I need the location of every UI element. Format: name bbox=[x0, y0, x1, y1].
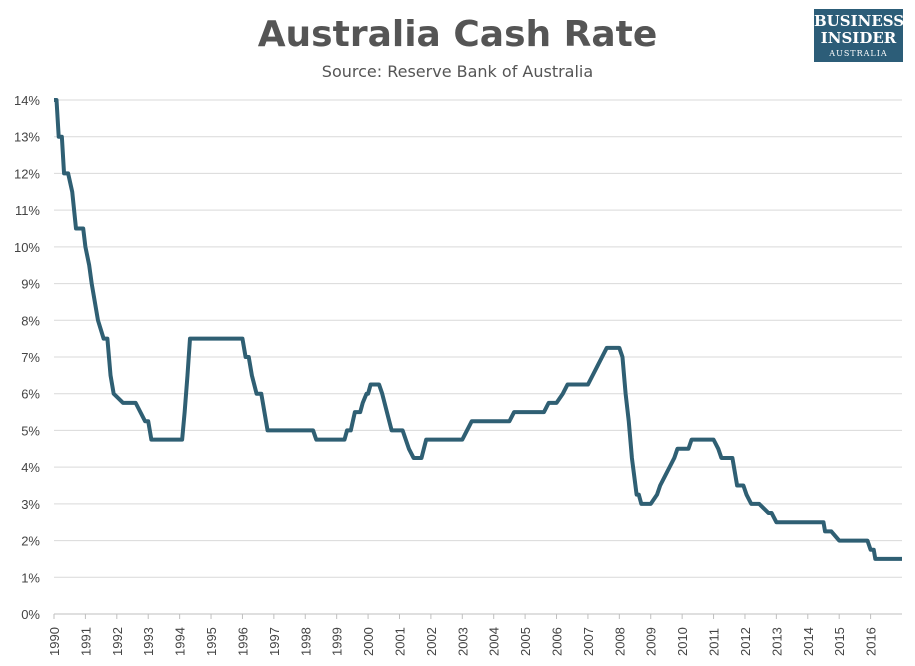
logo-line-3: AUSTRALIA bbox=[829, 49, 888, 58]
x-tick-label: 1994 bbox=[173, 627, 188, 656]
series-layer bbox=[54, 98, 902, 561]
x-tick-label: 2000 bbox=[361, 627, 376, 656]
y-tick-label: 0% bbox=[21, 607, 40, 622]
x-tick-label: 2011 bbox=[707, 628, 722, 656]
x-tick-label: 1999 bbox=[330, 627, 345, 656]
x-tick-label: 2001 bbox=[392, 627, 407, 656]
y-tick-label: 4% bbox=[21, 460, 40, 475]
x-tick-label: 2005 bbox=[518, 627, 533, 656]
logo-line-2: INSIDER bbox=[820, 29, 897, 47]
series-line-0 bbox=[54, 98, 902, 561]
y-tick-label: 12% bbox=[14, 166, 40, 181]
y-tick-label: 7% bbox=[21, 350, 40, 365]
x-tick-label: 2006 bbox=[550, 627, 565, 656]
x-tick-label: 2012 bbox=[738, 627, 753, 656]
x-tick-label: 2016 bbox=[864, 627, 879, 656]
y-tick-label: 3% bbox=[21, 497, 40, 512]
x-tick-label: 1992 bbox=[110, 627, 125, 656]
y-tick-label: 2% bbox=[21, 534, 40, 549]
x-tick-label: 1991 bbox=[78, 627, 93, 656]
x-axis: 1990 1991 1992 1993 1994 1995 1996 1997 1998 1999… bbox=[47, 613, 902, 656]
x-tick-label: 2004 bbox=[487, 627, 502, 656]
y-tick-label: 13% bbox=[14, 130, 40, 145]
x-tick-label: 1997 bbox=[267, 627, 282, 656]
grid-lines bbox=[54, 99, 902, 615]
y-axis: 0% 1% 2% 3% 4% 5% 6% 7% 8% 9% 10% 11% 12% 13% 14% bbox=[14, 93, 40, 622]
x-tick-label: 2003 bbox=[455, 627, 470, 656]
y-tick-label: 1% bbox=[21, 570, 40, 585]
x-tick-label: 2009 bbox=[644, 627, 659, 656]
logo-line-1: BUSINESS bbox=[814, 12, 905, 30]
chart-subtitle: Source: Reserve Bank of Australia bbox=[321, 62, 594, 81]
x-tick-label: 1990 bbox=[47, 627, 62, 656]
y-tick-label: 5% bbox=[21, 423, 40, 438]
x-tick-label: 2008 bbox=[612, 627, 627, 656]
chart-title: Australia Cash Rate bbox=[257, 14, 658, 55]
x-tick-label: 1995 bbox=[204, 627, 219, 656]
x-tick-label: 1993 bbox=[141, 627, 156, 656]
x-tick-label: 2010 bbox=[675, 627, 690, 656]
y-tick-label: 6% bbox=[21, 387, 40, 402]
y-tick-label: 9% bbox=[21, 277, 40, 292]
x-tick-label: 2007 bbox=[581, 627, 596, 656]
business-insider-logo: BUSINESS INSIDER AUSTRALIA bbox=[814, 9, 905, 62]
x-tick-label: 2014 bbox=[801, 627, 816, 656]
y-tick-label: 10% bbox=[14, 240, 40, 255]
y-tick-label: 8% bbox=[21, 313, 40, 328]
x-tick-label: 1998 bbox=[298, 627, 313, 656]
y-tick-label: 11% bbox=[15, 203, 40, 218]
x-tick-label: 2015 bbox=[832, 627, 847, 656]
x-tick-label: 2013 bbox=[769, 627, 784, 656]
y-tick-label: 14% bbox=[14, 93, 40, 108]
x-tick-label: 1996 bbox=[235, 627, 250, 656]
x-tick-label: 2002 bbox=[424, 627, 439, 656]
